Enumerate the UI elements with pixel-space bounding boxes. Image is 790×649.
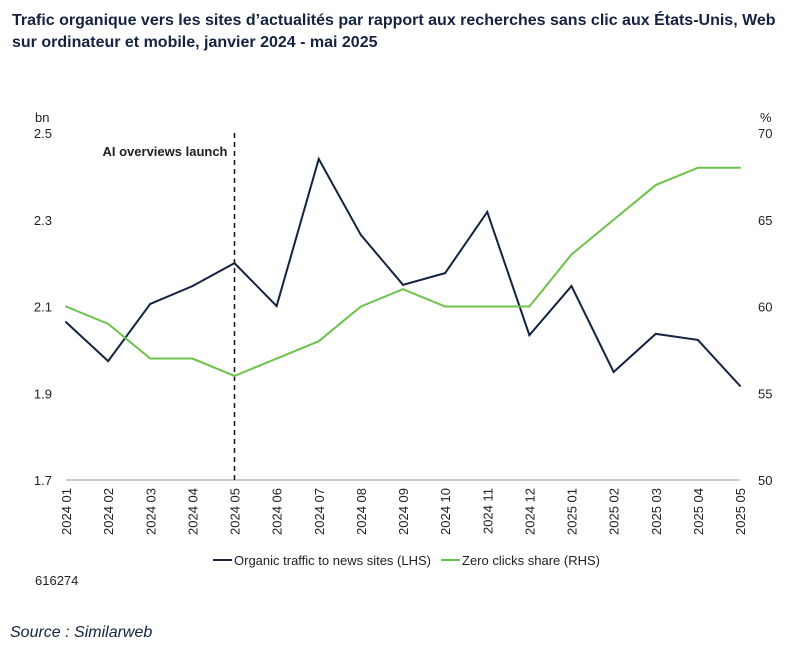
zero-clicks-point (233, 374, 236, 377)
organic-traffic-point (191, 285, 194, 288)
left-axis-unit: bn (35, 110, 49, 125)
organic-traffic-line (65, 156, 741, 387)
legend-label: Organic traffic to news sites (LHS) (234, 553, 431, 568)
zero-clicks-point (612, 218, 615, 221)
organic-traffic-point (444, 272, 447, 275)
zero-clicks-point (65, 305, 67, 308)
x-tick-label: 2025 04 (691, 488, 706, 535)
source-note: Source : Similarweb (10, 624, 153, 641)
left-tick-label: 1.9 (34, 386, 52, 401)
zero-clicks-point (149, 357, 152, 360)
organic-traffic-point (402, 283, 404, 286)
zero-clicks-point (317, 340, 320, 343)
x-tick-label: 2024 04 (185, 488, 200, 535)
x-tick-label: 2024 09 (396, 488, 411, 535)
zero-clicks-point (359, 305, 362, 308)
right-tick-label: 50 (758, 473, 772, 488)
x-tick-label: 2025 01 (565, 488, 580, 535)
zero-clicks-point (107, 322, 110, 325)
zero-clicks-point (275, 357, 278, 360)
x-tick-label: 2025 02 (607, 488, 622, 535)
organic-traffic-point (486, 210, 489, 213)
organic-traffic-point (317, 158, 320, 161)
organic-traffic-point (696, 338, 699, 341)
organic-traffic-point (654, 332, 657, 335)
x-tick-label: 2024 08 (354, 488, 369, 535)
x-tick-label: 2024 01 (59, 488, 74, 535)
zero-clicks-point (739, 166, 741, 169)
organic-traffic-point (359, 233, 362, 236)
zero-clicks-point (696, 166, 699, 169)
left-tick-label: 2.3 (34, 213, 52, 228)
organic-traffic-point (233, 262, 236, 265)
zero-clicks-point (570, 253, 573, 256)
zero-clicks-point (654, 184, 657, 187)
organic-traffic-point (275, 305, 278, 308)
organic-traffic-point (570, 285, 573, 288)
x-tick-label: 2024 07 (312, 488, 327, 535)
right-tick-label: 70 (758, 126, 772, 141)
left-tick-label: 2.5 (34, 126, 52, 141)
x-tick-label: 2024 05 (228, 488, 243, 535)
x-tick-label: 2024 02 (101, 488, 116, 535)
x-tick-label: 2025 05 (733, 488, 748, 535)
zero-clicks-share-line (65, 166, 740, 377)
ai-launch-annotation: AI overviews launch (103, 144, 228, 159)
right-axis-unit: % (760, 110, 772, 125)
right-tick-label: 55 (758, 386, 772, 401)
left-tick-label: 2.1 (34, 300, 52, 315)
organic-traffic-point (739, 384, 741, 387)
zero-clicks-point (528, 305, 531, 308)
zero-clicks-point (486, 305, 489, 308)
x-tick-label: 2024 10 (438, 488, 453, 535)
right-tick-label: 65 (758, 213, 772, 228)
organic-traffic-point (528, 334, 531, 337)
legend-label: Zero clicks share (RHS) (462, 553, 600, 568)
organic-traffic-point (65, 321, 67, 324)
left-tick-label: 1.7 (34, 473, 52, 488)
organic-traffic-point (107, 360, 110, 363)
zero-clicks-point (191, 357, 194, 360)
zero-clicks-point (444, 305, 447, 308)
x-tick-label: 2024 03 (143, 488, 158, 535)
zero-clicks-point (402, 288, 404, 291)
x-tick-label: 2025 03 (649, 488, 664, 535)
x-tick-label: 2024 12 (522, 488, 537, 535)
organic-traffic-point (612, 370, 615, 373)
organic-traffic-point (149, 302, 152, 305)
right-tick-label: 60 (758, 300, 772, 315)
x-tick-label: 2024 11 (480, 488, 495, 534)
chart-title: Trafic organique vers les sites d’actual… (12, 12, 776, 51)
chart-id-note: 616274 (35, 573, 79, 588)
x-tick-label: 2024 06 (270, 488, 285, 535)
